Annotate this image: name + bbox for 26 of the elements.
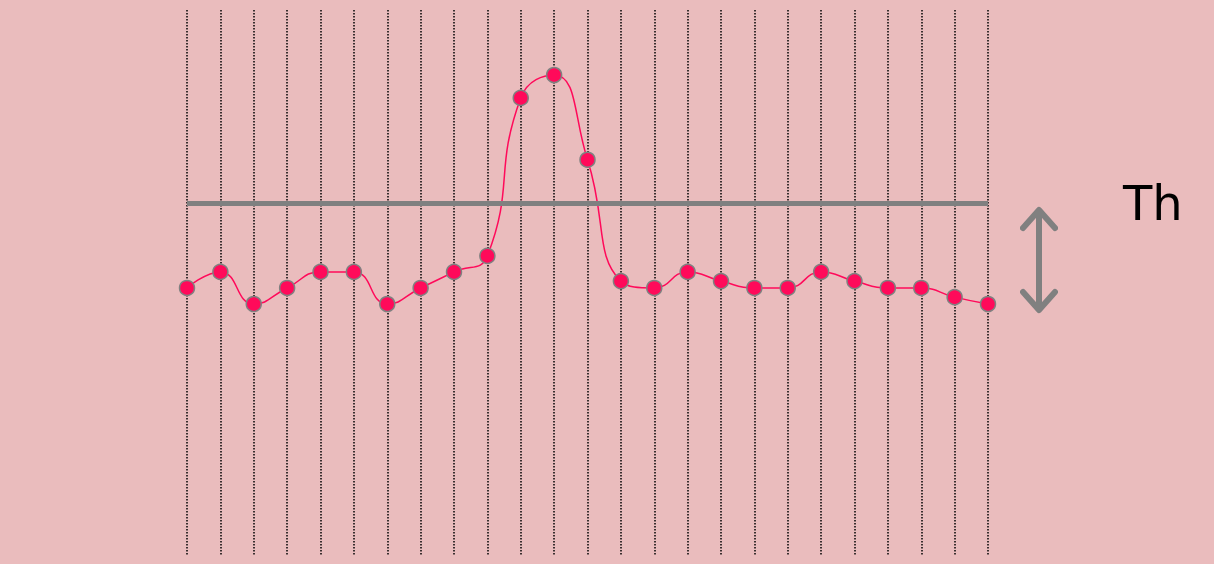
point — [312, 263, 329, 281]
point — [746, 279, 763, 297]
point — [512, 89, 529, 107]
point — [846, 272, 863, 290]
point — [712, 272, 730, 290]
ref-line-label: Th — [1122, 175, 1183, 232]
point — [579, 151, 596, 168]
point — [545, 66, 563, 84]
point — [345, 263, 363, 281]
point — [379, 295, 396, 313]
point — [178, 279, 196, 297]
point — [445, 263, 463, 281]
point — [812, 263, 830, 281]
point — [779, 279, 796, 297]
point — [245, 295, 262, 313]
point — [412, 279, 429, 297]
point — [879, 279, 897, 297]
point — [946, 288, 963, 306]
point — [646, 279, 663, 297]
point — [612, 272, 630, 290]
point — [479, 247, 496, 265]
point — [212, 263, 229, 281]
point — [979, 295, 997, 313]
point — [913, 279, 930, 297]
point — [679, 263, 696, 281]
point — [278, 279, 296, 297]
